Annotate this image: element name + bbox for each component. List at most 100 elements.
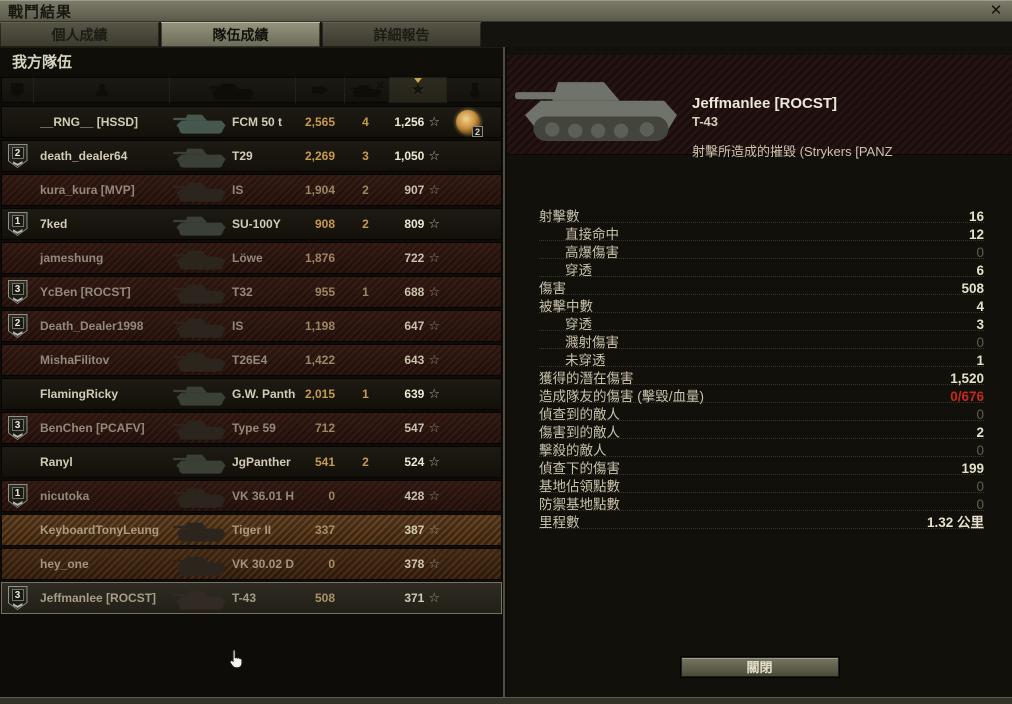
table-row[interactable]: 3 Jeffmanlee [ROCST] T-43 508 371 xyxy=(1,582,502,614)
experience-value: 643 xyxy=(404,353,425,367)
table-row[interactable]: __RNG__ [HSSD] FCM 50 t 2,565 4 1,256 ☆ xyxy=(1,106,502,138)
column-kills[interactable]: ✕ xyxy=(345,77,390,103)
experience-star-icon: ☆ xyxy=(428,556,440,571)
experience-star-icon: ☆ xyxy=(428,284,440,299)
vehicle-name: VK 30.02 D xyxy=(232,557,295,571)
rank-badge: 3 xyxy=(7,416,28,440)
kills-value: 4 xyxy=(362,115,369,129)
stat-value: 0 xyxy=(976,335,984,350)
experience-value: 722 xyxy=(404,251,425,265)
experience-star-icon: ☆ xyxy=(428,148,440,163)
column-damage[interactable] xyxy=(296,77,345,103)
player-name: __RNG__ [HSSD] xyxy=(40,115,139,129)
stat-label: 被擊中數 xyxy=(539,299,593,314)
stat-value: 4 xyxy=(976,299,984,314)
kills-value: 3 xyxy=(362,149,369,163)
chevron-icon xyxy=(12,501,23,506)
stat-line: 里程數 1.32 公里 xyxy=(539,511,984,530)
tank-silhouette-icon xyxy=(173,420,226,440)
shell-hit-icon xyxy=(312,86,328,94)
table-row[interactable]: hey_one VK 30.02 D 0 378 ☆ xyxy=(1,548,502,580)
player-name: kura_kura [MVP] xyxy=(40,183,135,197)
vehicle-name: Löwe xyxy=(232,251,263,265)
vehicle-header: Jeffmanlee [ROCST] T-43 射擊所造成的摧毀 (Stryke… xyxy=(507,55,1012,159)
experience-value: 371 xyxy=(404,591,425,605)
rank-badge-number: 3 xyxy=(11,283,24,295)
stat-value: 12 xyxy=(968,227,984,242)
destroyed-by-text: 射擊所造成的摧毀 (Strykers [PANZ xyxy=(692,144,893,159)
experience-star-icon: ☆ xyxy=(428,114,440,129)
player-icon xyxy=(95,84,108,96)
damage-value: 508 xyxy=(314,591,335,605)
stat-label: 獲得的潛在傷害 xyxy=(539,371,634,386)
stat-line: 被擊中數 4 xyxy=(539,295,984,314)
stat-line: 基地佔領點數 0 xyxy=(539,475,984,494)
experience-star-icon: ☆ xyxy=(428,318,440,333)
experience-star-icon: ☆ xyxy=(428,216,440,231)
table-row[interactable]: FlamingRicky G.W. Panther 2,015 1 639 ☆ xyxy=(1,378,502,410)
kills-value: 1 xyxy=(362,387,369,401)
vehicle-name: VK 36.01 H xyxy=(232,489,295,503)
stat-value: 199 xyxy=(961,461,984,476)
column-experience[interactable]: ★ xyxy=(390,77,447,103)
kills-value: 1 xyxy=(362,285,369,299)
table-row[interactable]: 2 Death_Dealer1998 IS 1,198 647 xyxy=(1,310,502,342)
table-row[interactable]: kura_kura [MVP] IS 1,904 2 907 ☆ xyxy=(1,174,502,206)
player-name: FlamingRicky xyxy=(40,387,119,401)
chevron-icon xyxy=(12,161,23,166)
table-row[interactable]: 2 death_dealer64 T29 2,269 3 1,050 xyxy=(1,140,502,172)
stat-value: 0 xyxy=(976,479,984,494)
damage-value: 712 xyxy=(314,421,335,435)
experience-star-icon: ★ xyxy=(410,80,426,99)
rank-badge-number: 2 xyxy=(11,147,24,159)
damage-value: 337 xyxy=(314,523,335,537)
team-panel-title: 我方隊伍 xyxy=(0,47,503,76)
vehicle-name: T-43 xyxy=(232,591,257,605)
table-row[interactable]: 1 nicutoka VK 36.01 H 0 428 xyxy=(1,480,502,512)
experience-value: 639 xyxy=(404,387,425,401)
column-player[interactable] xyxy=(34,77,170,103)
stat-value: 16 xyxy=(968,209,984,224)
experience-value: 547 xyxy=(404,421,425,435)
player-name: hey_one xyxy=(40,557,89,571)
experience-value: 1,256 xyxy=(394,115,425,129)
experience-star-icon: ☆ xyxy=(428,250,440,265)
close-icon[interactable]: ✕ xyxy=(989,2,1003,19)
stat-label: 未穿透 xyxy=(565,353,606,368)
close-button[interactable]: 關閉 xyxy=(680,657,839,677)
tab-personal-score[interactable]: 個人成績 xyxy=(0,22,159,47)
column-rank[interactable] xyxy=(1,77,34,103)
titlebar: 戰鬥結果 ✕ xyxy=(0,0,1012,22)
table-row[interactable]: 3 YcBen [ROCST] T32 955 1 688 xyxy=(1,276,502,308)
damage-value: 955 xyxy=(314,285,335,299)
column-vehicle[interactable] xyxy=(170,77,296,103)
tab-team-score[interactable]: 隊伍成績 xyxy=(161,22,320,47)
table-row[interactable]: MishaFilitov T26E4 1,422 643 ☆ xyxy=(1,344,502,376)
table-row[interactable]: 1 7ked SU-100Y 908 2 809 xyxy=(1,208,502,240)
damage-value: 2,015 xyxy=(304,387,335,401)
vehicle-name: T26E4 xyxy=(232,353,268,367)
stat-value: 3 xyxy=(976,317,984,332)
tab-detailed-report[interactable]: 詳細報告 xyxy=(322,22,481,47)
damage-value: 2,565 xyxy=(304,115,335,129)
tank-silhouette-icon xyxy=(173,386,226,406)
damage-value: 1,198 xyxy=(304,319,335,333)
experience-value: 378 xyxy=(404,557,425,571)
table-row[interactable]: jameshung Löwe 1,876 722 ☆ xyxy=(1,242,502,274)
damage-value: 1,422 xyxy=(304,353,335,367)
player-name: 7ked xyxy=(40,217,68,231)
player-name: nicutoka xyxy=(40,489,90,503)
stat-line: 獲得的潛在傷害 1,520 xyxy=(539,367,984,386)
table-row[interactable]: KeyboardTonyLeung Tiger II 337 387 ☆ xyxy=(1,514,502,546)
vehicle-name: T29 xyxy=(232,149,253,163)
player-name: BenChen [PCAFV] xyxy=(40,421,145,435)
damage-value: 908 xyxy=(314,217,335,231)
column-medals[interactable] xyxy=(447,77,502,103)
table-row[interactable]: Ranyl JgPanther 541 2 524 ☆ xyxy=(1,446,502,478)
selected-vehicle-name: T-43 xyxy=(692,114,719,129)
table-row[interactable]: 3 BenChen [PCAFV] Type 59 712 547 xyxy=(1,412,502,444)
tank-icon xyxy=(208,83,254,100)
player-name: Death_Dealer1998 xyxy=(40,319,144,333)
stat-line: 傷害 508 xyxy=(539,277,984,296)
stat-line: 傷害到的敵人 2 xyxy=(539,421,984,440)
